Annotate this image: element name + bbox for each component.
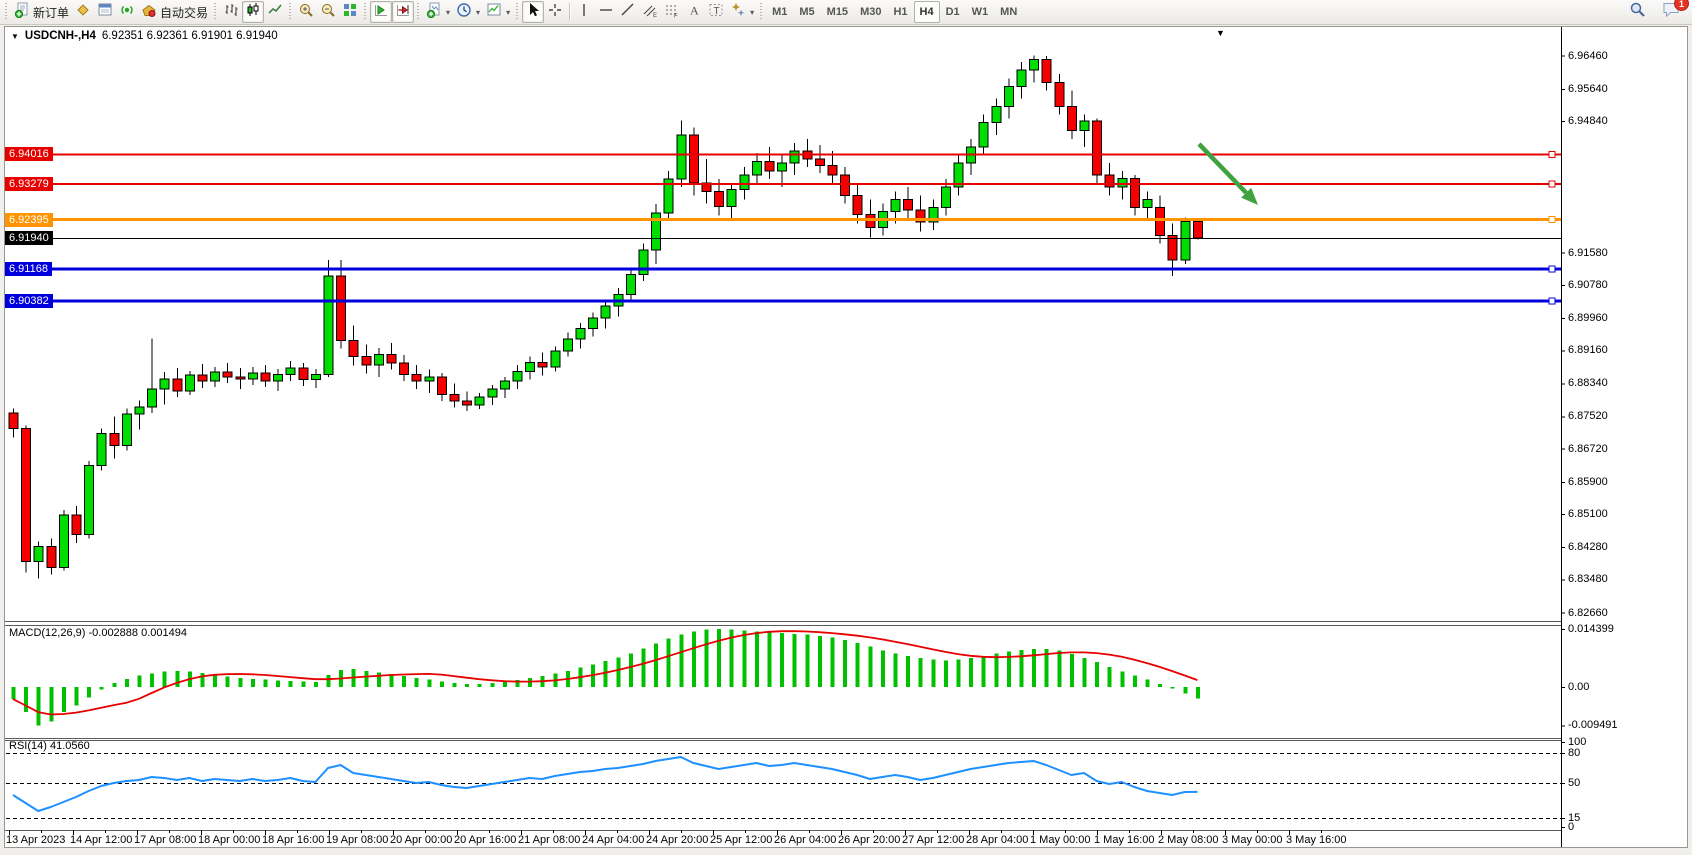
vertical-line-button[interactable] (573, 1, 595, 23)
chart-shift-icon (395, 2, 411, 23)
fibonacci-button[interactable]: F (661, 1, 683, 23)
toolbar-grip[interactable] (416, 3, 422, 21)
indicators-button[interactable]: ▾ (423, 1, 453, 23)
zoom-in-icon (298, 2, 314, 23)
macd-indicator-label: MACD(12,26,9) -0.002888 0.001494 (9, 627, 187, 639)
tile-windows-button[interactable] (339, 1, 361, 23)
timeframe-button-H1[interactable]: H1 (893, 6, 908, 18)
text-button[interactable]: A (683, 1, 705, 23)
profiles-button[interactable] (72, 1, 94, 23)
new-order-button[interactable]: 新订单 (11, 1, 72, 23)
signals-icon (119, 2, 135, 23)
toolbar-grip[interactable] (288, 3, 294, 21)
cursor-icon (525, 2, 541, 23)
auto-scroll-icon (373, 2, 389, 23)
scroll-to-end-icon[interactable]: ▼ (1216, 28, 1225, 38)
horizontal-line-button[interactable] (595, 1, 617, 23)
horizontal-line-icon (598, 2, 614, 23)
auto-scroll-button[interactable] (370, 1, 393, 23)
templates-icon (486, 2, 502, 23)
timeframe-group: M1 M5 M15 M30 H1 H4 D1 W1 MN (766, 1, 1023, 23)
timeframe-button-D1[interactable]: D1 (945, 6, 960, 18)
periods-dropdown-arrow: ▾ (476, 7, 481, 17)
timeframe-button-M30[interactable]: M30 (860, 6, 882, 18)
toolbar-grip[interactable] (363, 3, 369, 21)
crosshair-button[interactable] (544, 1, 566, 23)
market-watch-button[interactable] (94, 1, 116, 23)
auto-trading-icon (141, 2, 157, 23)
chart-canvas[interactable] (5, 27, 1687, 847)
main-toolbar: 新订单 自动交易 (0, 0, 1692, 25)
periods-clock-icon (456, 2, 472, 23)
zoom-in-button[interactable] (295, 1, 317, 23)
search-button[interactable] (1626, 1, 1649, 23)
toolbar-grip[interactable] (759, 3, 765, 21)
indicators-icon (426, 2, 442, 23)
templates-dropdown-arrow: ▾ (506, 7, 511, 17)
market-watch-icon (97, 2, 113, 23)
auto-trading-button[interactable]: 自动交易 (138, 1, 211, 23)
timeframe-button-H4[interactable]: H4 (913, 1, 940, 23)
fibonacci-icon: F (664, 2, 680, 23)
text-icon: A (686, 2, 702, 23)
text-label-button[interactable]: T (705, 1, 727, 23)
indicators-dropdown-arrow: ▾ (446, 7, 451, 17)
signals-button[interactable] (116, 1, 138, 23)
equidistant-channel-button[interactable]: E (639, 1, 661, 23)
chart-window: ▼ USDCNH-,H4 6.92351 6.92361 6.91901 6.9… (4, 26, 1688, 848)
toolbar-grip[interactable] (515, 3, 521, 21)
arrows-button[interactable]: ▾ (727, 1, 757, 23)
line-chart-icon (267, 2, 283, 23)
timeframe-button-W1[interactable]: W1 (971, 6, 989, 18)
svg-text:E: E (653, 13, 657, 18)
symbol-dropdown-icon[interactable]: ▼ (11, 31, 19, 41)
auto-trading-label: 自动交易 (160, 5, 209, 20)
rsi-indicator-label: RSI(14) 41.0560 (9, 740, 90, 752)
toolbar-grip[interactable] (4, 3, 9, 21)
templates-button[interactable]: ▾ (483, 1, 513, 23)
svg-text:T: T (714, 6, 720, 17)
equidistant-channel-icon: E (642, 2, 658, 23)
svg-text:F: F (674, 13, 678, 18)
timeframe-button-M1[interactable]: M1 (772, 6, 788, 18)
chart-title-bar: ▼ USDCNH-,H4 6.92351 6.92361 6.91901 6.9… (11, 30, 278, 42)
candlestick-chart-icon (245, 2, 261, 23)
profiles-icon (75, 2, 91, 23)
tile-windows-icon (342, 2, 358, 23)
arrows-icon (730, 2, 746, 23)
timeframe-button-M15[interactable]: M15 (826, 6, 849, 18)
bar-chart-button[interactable] (220, 1, 242, 23)
cursor-button[interactable] (522, 1, 545, 23)
new-order-icon (14, 2, 30, 23)
toolbar-grip[interactable] (213, 3, 219, 21)
svg-text:A: A (690, 3, 699, 17)
timeframe-button-MN[interactable]: MN (1000, 6, 1018, 18)
bar-chart-icon (223, 2, 239, 23)
symbol-label: USDCNH-,H4 (24, 30, 96, 42)
trendline-button[interactable] (617, 1, 639, 23)
crosshair-icon (547, 2, 563, 23)
chart-shift-button[interactable] (392, 1, 415, 23)
line-chart-button[interactable] (264, 1, 286, 23)
search-icon (1629, 1, 1646, 23)
notifications-button[interactable]: 1 (1659, 0, 1689, 23)
timeframe-button-M5[interactable]: M5 (799, 6, 815, 18)
new-order-label: 新订单 (33, 5, 70, 20)
trendline-icon (620, 2, 636, 23)
periods-button[interactable]: ▾ (453, 1, 483, 23)
text-label-icon: T (708, 2, 724, 23)
zoom-out-button[interactable] (317, 1, 339, 23)
notification-badge: 1 (1674, 0, 1689, 11)
arrows-dropdown-arrow: ▾ (750, 7, 755, 17)
zoom-out-icon (320, 2, 336, 23)
ohlc-values: 6.92351 6.92361 6.91901 6.91940 (101, 30, 278, 42)
candlestick-chart-button[interactable] (242, 1, 265, 23)
toolbar-separator (569, 3, 571, 21)
vertical-line-icon (576, 2, 592, 23)
